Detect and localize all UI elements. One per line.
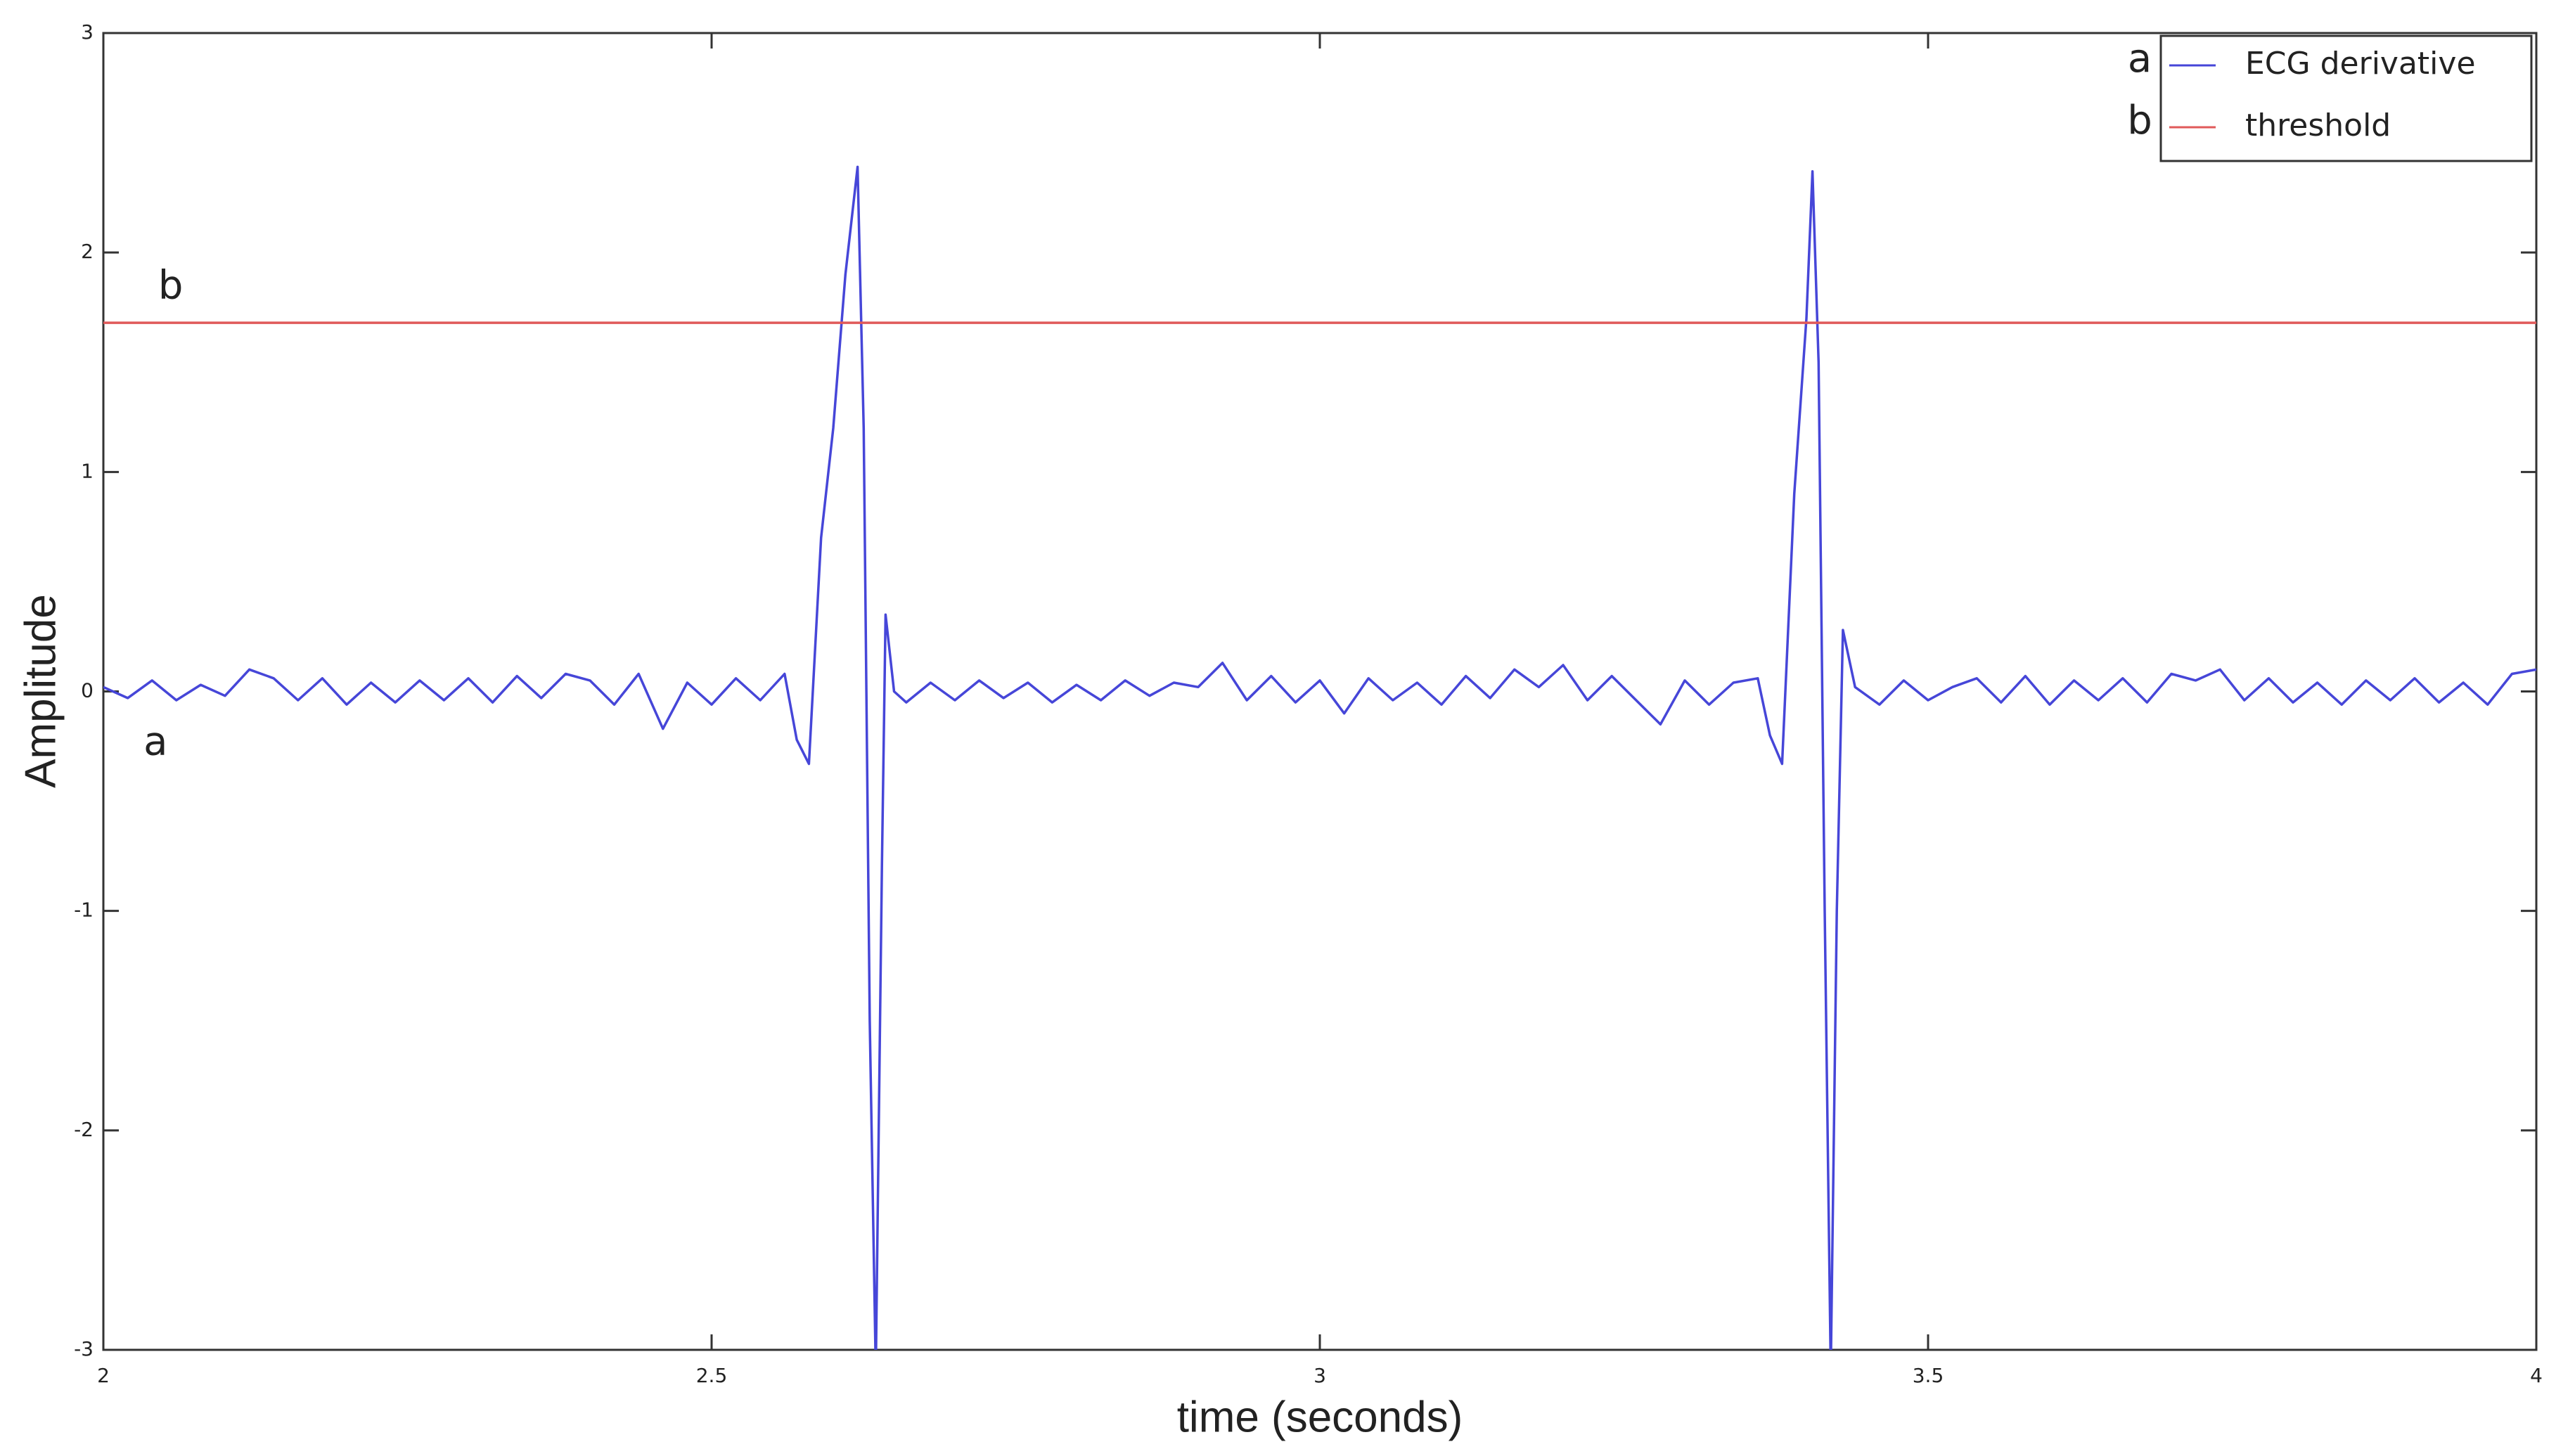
plot-frame xyxy=(102,32,2538,1351)
annotation: a xyxy=(143,719,167,765)
y-tick-label: -3 xyxy=(74,1337,94,1360)
series-line xyxy=(103,165,2536,1350)
legend-label: threshold xyxy=(2245,108,2391,143)
y-axis-label: Amplitude xyxy=(16,594,65,788)
legend-tag: a xyxy=(2128,36,2152,82)
x-tick-label: 3.5 xyxy=(1913,1364,1944,1387)
x-tick-label: 4 xyxy=(2530,1364,2543,1387)
y-tick-label: 3 xyxy=(81,20,94,44)
x-tick-label: 2 xyxy=(97,1364,110,1387)
y-tick-label: -2 xyxy=(74,1118,94,1141)
x-tick-label: 2.5 xyxy=(696,1364,728,1387)
x-tick-label: 3 xyxy=(1314,1364,1326,1387)
legend-box xyxy=(2159,34,2533,162)
annotation: b xyxy=(158,262,184,308)
legend-tag: b xyxy=(2127,98,2152,143)
plot-area xyxy=(103,165,2536,1350)
y-tick-label: 1 xyxy=(81,459,94,482)
y-tick-label: 2 xyxy=(81,240,94,263)
y-tick-label: 0 xyxy=(81,679,94,702)
y-tick-label: -1 xyxy=(74,898,94,922)
x-axis-label: time (seconds) xyxy=(1177,1393,1463,1441)
legend-label: ECG derivative xyxy=(2245,46,2476,82)
